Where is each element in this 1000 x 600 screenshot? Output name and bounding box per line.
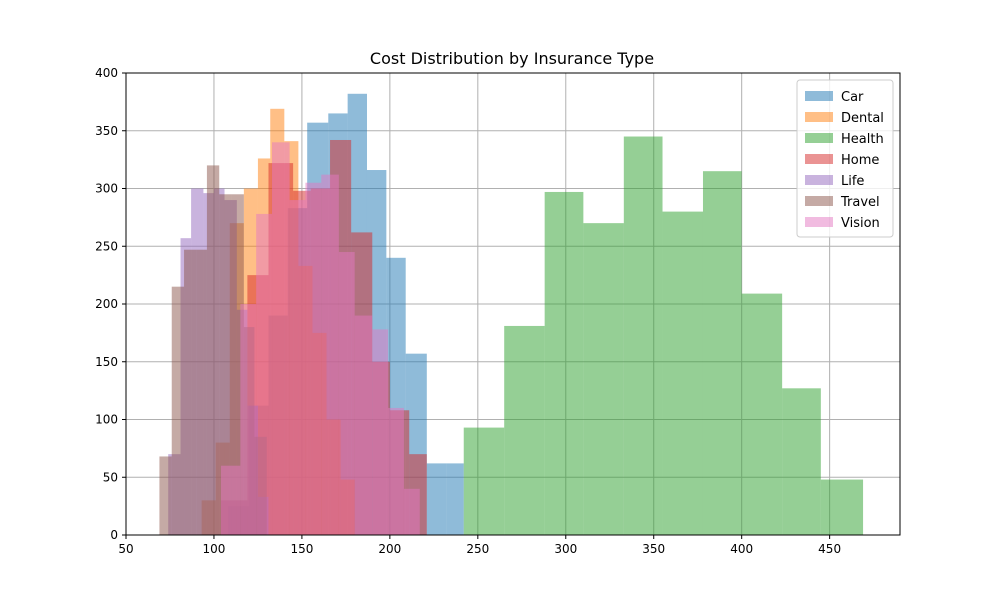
x-tick-label: 50	[118, 542, 133, 556]
histogram-bar	[171, 286, 185, 535]
histogram-bar	[159, 456, 172, 535]
legend-swatch	[805, 217, 833, 227]
histogram-bar	[426, 463, 447, 535]
legend-swatch	[805, 154, 833, 164]
series-vision	[220, 142, 420, 536]
x-tick-label: 100	[203, 542, 226, 556]
histogram-bar	[820, 479, 864, 535]
histogram-bar	[741, 293, 783, 535]
legend-label: Home	[841, 153, 879, 168]
histogram-bars	[159, 93, 864, 536]
histogram-bar	[305, 182, 322, 535]
histogram-bar	[662, 211, 703, 535]
histogram-bar	[289, 200, 306, 536]
legend-label: Travel	[840, 195, 880, 210]
histogram-bar	[272, 142, 290, 536]
legend-label: Vision	[841, 216, 880, 231]
chart-title: Cost Distribution by Insurance Type	[370, 49, 654, 68]
legend-swatch	[805, 175, 833, 185]
legend-swatch	[805, 91, 833, 101]
series-health	[463, 136, 864, 536]
x-tick-label: 350	[642, 542, 665, 556]
y-tick-label: 0	[110, 528, 118, 542]
y-tick-label: 350	[95, 124, 118, 138]
x-tick-label: 250	[466, 542, 489, 556]
legend: Car Dental Health Home Life Travel Vision	[796, 79, 894, 238]
histogram-bar	[372, 329, 389, 535]
legend-swatch	[805, 112, 833, 122]
histogram-bar	[446, 463, 464, 535]
x-tick-label: 300	[554, 542, 577, 556]
x-tick-label: 450	[818, 542, 841, 556]
histogram-bar	[403, 488, 420, 535]
histogram-bar	[504, 325, 545, 535]
histogram-bar	[256, 213, 273, 535]
x-tick-label: 150	[290, 542, 313, 556]
histogram-bar	[338, 252, 355, 535]
histogram-bar	[544, 191, 584, 535]
legend-swatch	[805, 133, 833, 143]
x-tick-label: 200	[378, 542, 401, 556]
y-tick-label: 400	[95, 66, 118, 80]
histogram-bar	[702, 171, 742, 536]
histogram-bar	[196, 249, 207, 535]
y-tick-label: 300	[95, 182, 118, 196]
legend-label: Car	[841, 90, 864, 105]
legend-label: Life	[841, 174, 864, 189]
histogram-bar	[463, 427, 505, 535]
histogram-bar	[354, 315, 373, 535]
histogram-bar	[219, 194, 232, 535]
histogram-bar	[206, 165, 220, 535]
legend-label: Health	[841, 132, 884, 147]
histogram-bar	[240, 304, 257, 535]
histogram-bar	[782, 388, 821, 535]
histogram-bar	[184, 249, 197, 535]
histogram-bar	[220, 465, 241, 535]
x-tick-label: 400	[730, 542, 753, 556]
y-tick-label: 250	[95, 239, 118, 253]
histogram-bar	[321, 174, 339, 535]
axes: 50 100 150 200 250 300 350 400 45005010015020025…	[95, 66, 841, 556]
histogram-bar	[583, 223, 624, 535]
legend-label: Dental	[841, 111, 884, 126]
legend-swatch	[805, 196, 833, 206]
y-tick-label: 200	[95, 297, 118, 311]
y-tick-label: 50	[103, 470, 118, 484]
histogram-bar	[623, 136, 663, 535]
y-tick-label: 150	[95, 355, 118, 369]
histogram-bar	[388, 407, 404, 535]
y-tick-label: 100	[95, 413, 118, 427]
